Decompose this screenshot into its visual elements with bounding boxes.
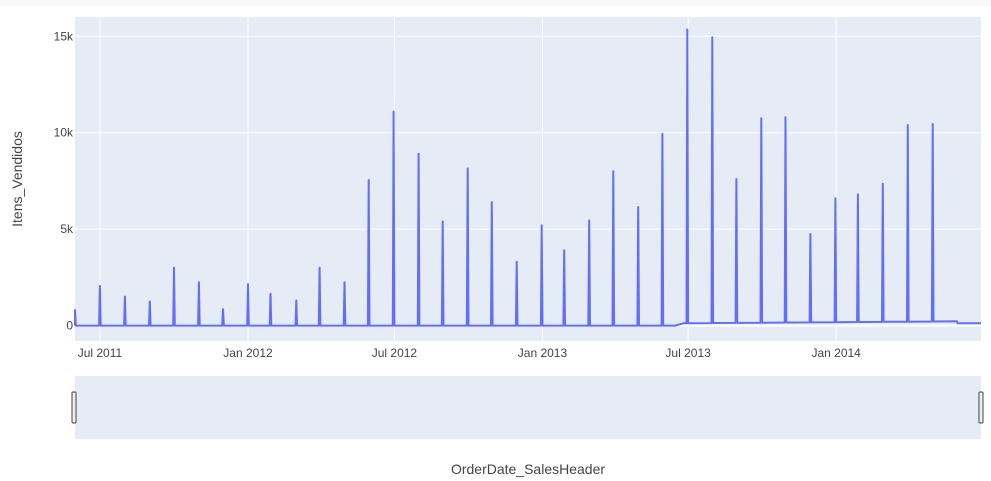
y-tick-label: 15k: [54, 29, 74, 43]
plot-background: [75, 17, 981, 341]
x-tick-label: Jul 2011: [78, 346, 123, 360]
range-slider-handle-right[interactable]: [978, 391, 984, 424]
y-axis-title: Itens_Vendidos: [9, 131, 25, 227]
range-slider[interactable]: [71, 376, 984, 439]
series-layer: [74, 28, 981, 327]
x-tick-label: Jan 2014: [811, 346, 861, 360]
y-axis-ticks: 0 5k 10k 15k: [54, 29, 74, 332]
x-tick-label: Jul 2012: [372, 346, 418, 360]
x-axis-ticks: Jul 2011 Jan 2012 Jul 2012 Jan 2013 Jul 2013…: [78, 346, 861, 360]
x-tick-label: Jan 2012: [223, 346, 273, 360]
y-tick-label: 0: [66, 319, 73, 333]
y-tick-label: 5k: [60, 222, 74, 236]
x-tick-label: Jan 2013: [518, 346, 568, 360]
range-slider-track[interactable]: [75, 376, 981, 439]
x-axis-title: OrderDate_SalesHeader: [451, 461, 605, 477]
x-tick-label: Jul 2013: [665, 346, 711, 360]
series-line: [74, 28, 981, 327]
top-toolbar-strip: [0, 0, 991, 6]
y-tick-label: 10k: [54, 126, 74, 140]
range-slider-handle-left[interactable]: [71, 391, 77, 424]
